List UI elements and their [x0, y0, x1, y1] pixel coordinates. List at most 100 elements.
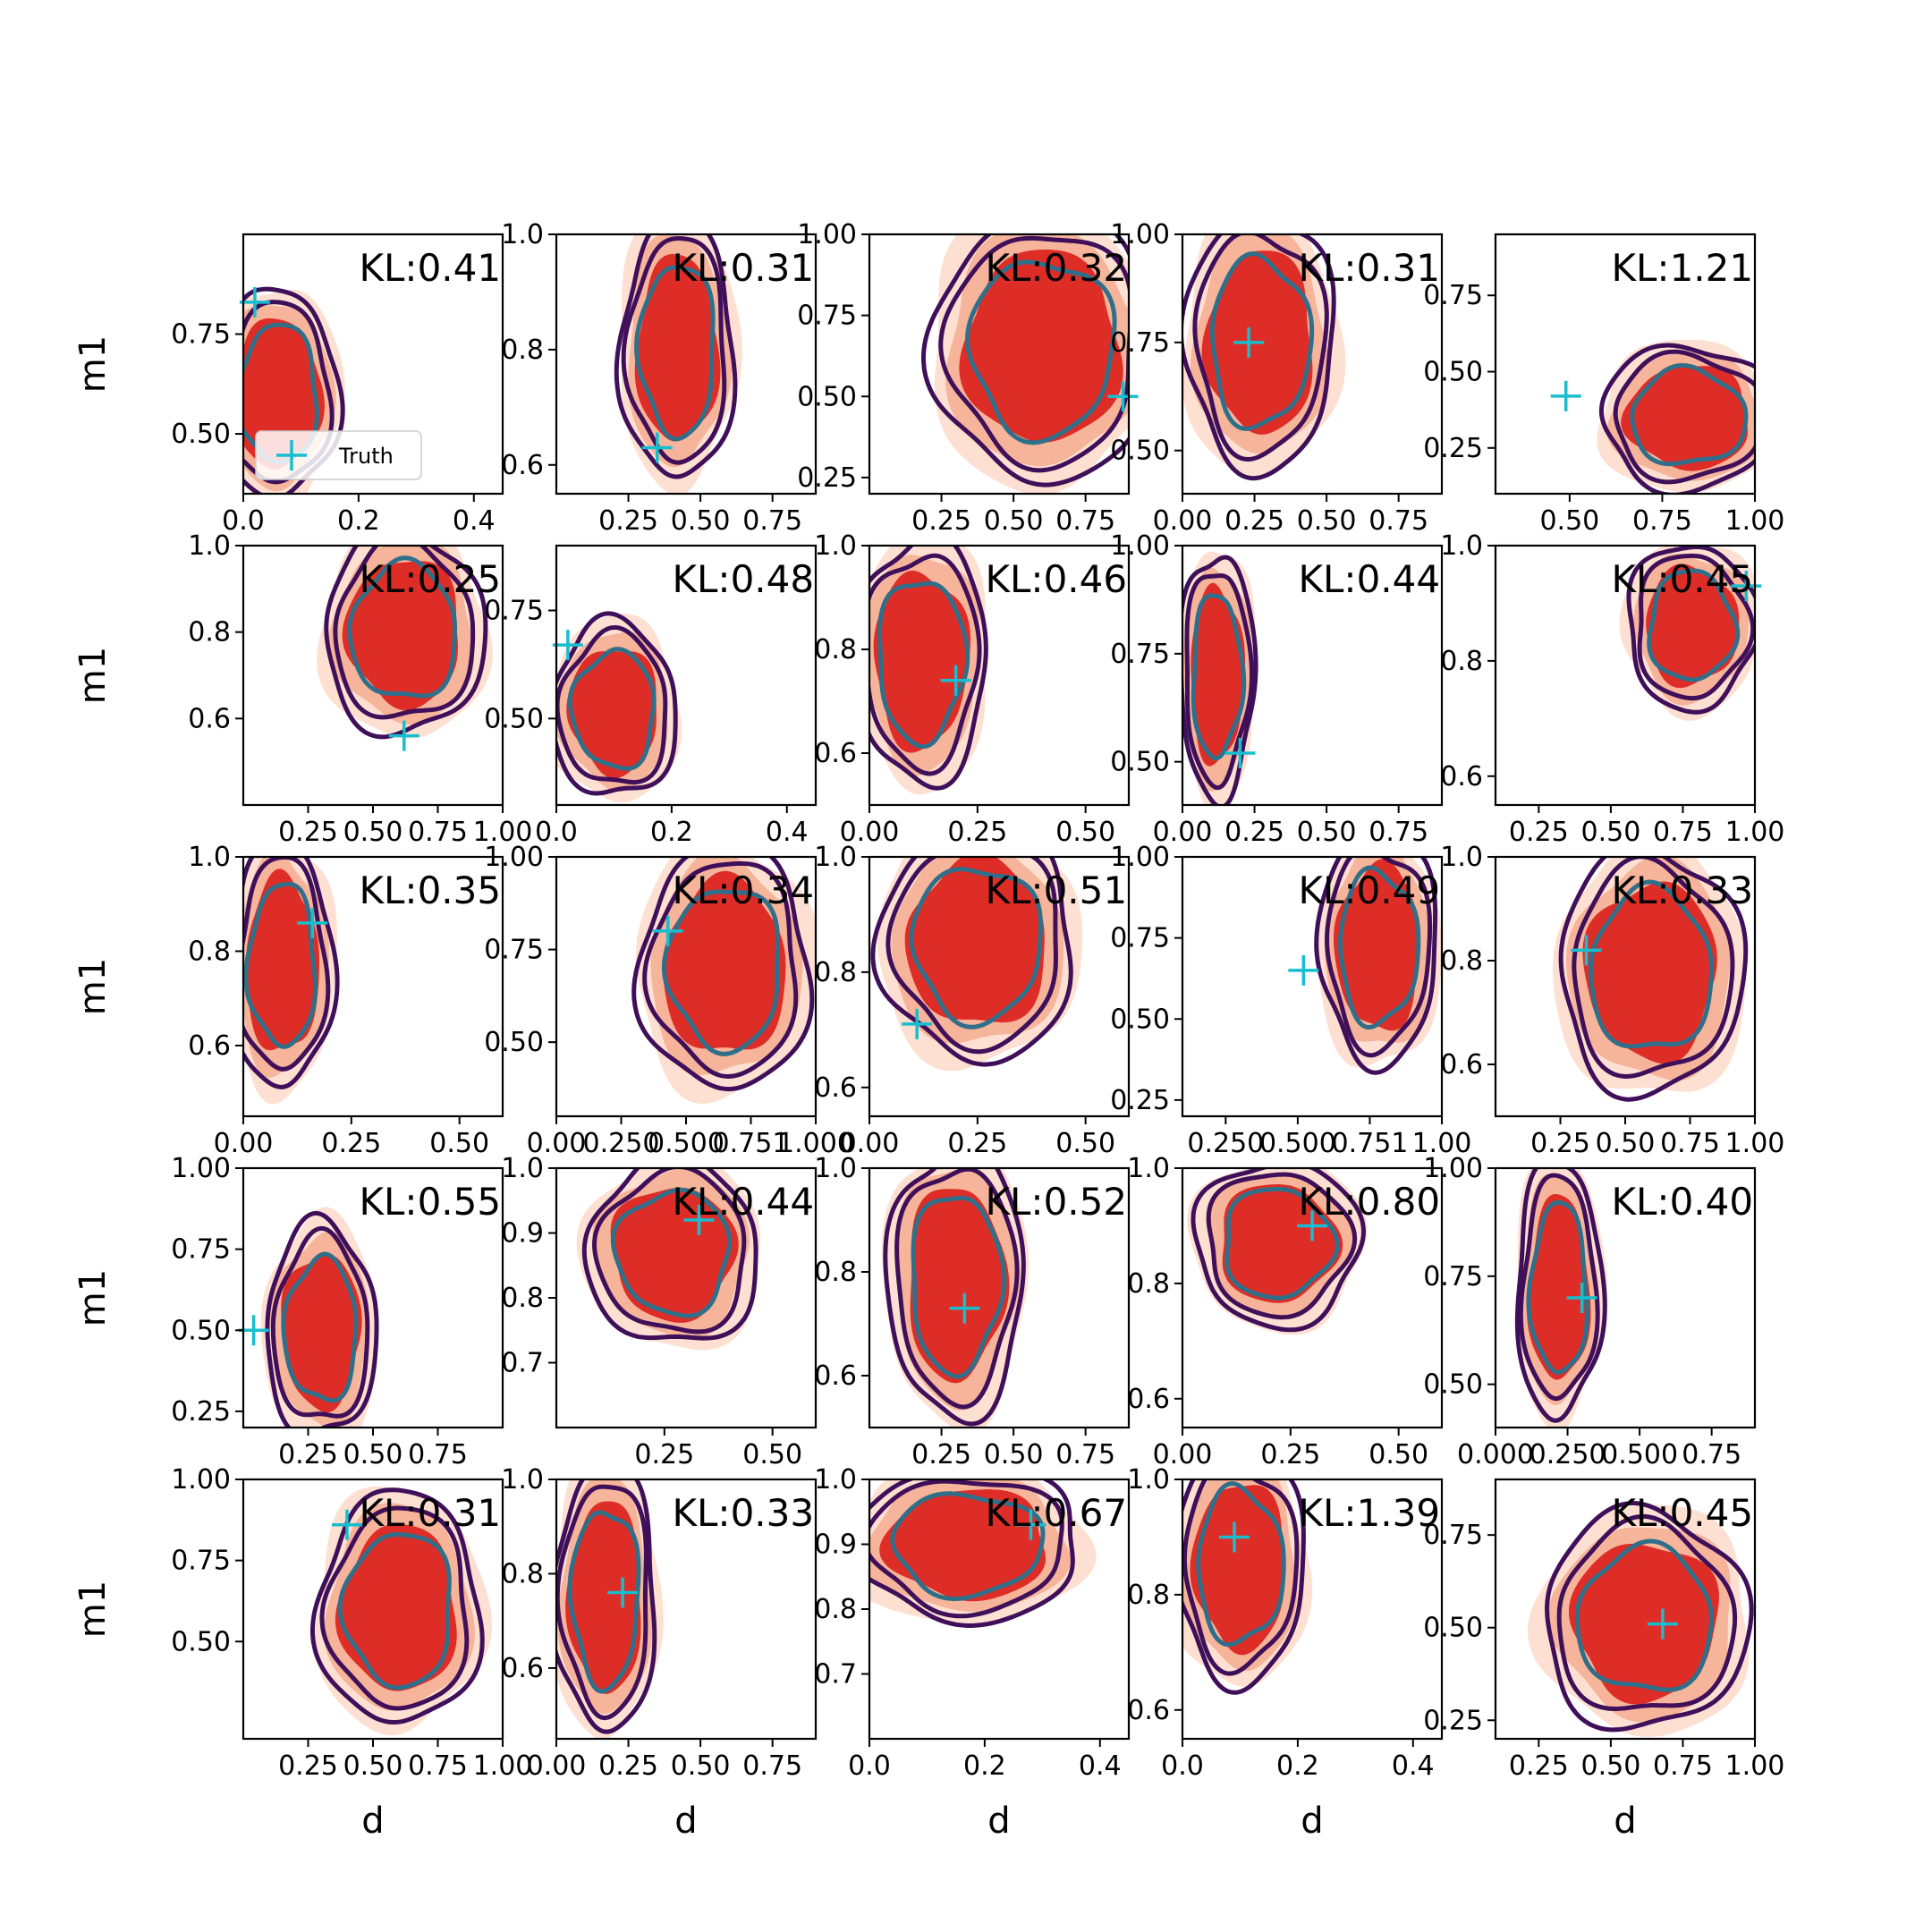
y-axis-label: m1: [72, 647, 114, 704]
kl-annotation: KL:0.31: [672, 246, 814, 290]
y-tick-label: 0.8: [188, 617, 231, 648]
truth-marker: [1219, 1521, 1250, 1553]
density-fill-inner: [1568, 1543, 1719, 1705]
y-tick-label: 0.8: [814, 1257, 857, 1288]
contour-line-mid: [1637, 553, 1755, 701]
contour-line-mid: [1518, 1173, 1600, 1402]
y-tick-label: 1.00: [1110, 219, 1170, 250]
contour-line-outer: [869, 1479, 1075, 1629]
x-tick-label: 0.00: [527, 1128, 587, 1159]
y-tick-label: 0.75: [171, 1546, 231, 1577]
panel-3-1: KL:0.35 0.00 0.25 0.50 0.6 0.8 1.0 m1: [72, 842, 504, 1159]
y-tick-label: 0.75: [484, 935, 544, 966]
y-tick-label: 0.75: [484, 596, 544, 627]
contour-line-outer: [1191, 1168, 1367, 1333]
panel-3-3: KL:0.51 0.00 0.25 0.50 0.6 0.8 1.0: [814, 842, 1131, 1159]
legend-box: [255, 430, 422, 480]
kl-annotation: KL:0.41: [359, 246, 501, 290]
x-axis-label: d: [987, 1801, 1010, 1842]
density-contours: [576, 1168, 760, 1351]
density-fill-inner: [1190, 1485, 1284, 1656]
x-tick-label: 1.00: [1725, 817, 1785, 848]
panel-5-4: KL:1.39 0.0 0.2 0.4 0.6 0.8 1.0 d: [1127, 1464, 1444, 1842]
panel-2-4: KL:0.44 0.00 0.25 0.50 0.75 0.50 0.75 1.00: [1110, 530, 1444, 848]
x-tick-label: 0.25: [1530, 1128, 1590, 1159]
y-tick-label: 1.0: [1440, 842, 1483, 873]
contour-line-mid: [869, 553, 982, 776]
x-tick-label: 0.25: [1224, 817, 1284, 848]
x-tick-label: 0.75: [1368, 505, 1428, 537]
axes-frame: [555, 1478, 818, 1741]
x-tick-label: 0.75: [1368, 817, 1428, 848]
contour-line-inner: [1196, 1481, 1286, 1648]
axes-frame: [1181, 233, 1444, 496]
y-tick-label: 0.50: [1110, 436, 1170, 467]
contour-line-outer: [1182, 555, 1258, 805]
contour-line-mid: [642, 860, 799, 1080]
y-tick-label: 0.8: [1127, 1580, 1170, 1611]
kl-annotation: KL:0.33: [672, 1491, 814, 1535]
x-tick-label: 0.75: [408, 817, 468, 848]
y-tick-label: 1.0: [814, 1153, 857, 1184]
contour-line-outer: [869, 546, 988, 791]
density-contours: [631, 857, 816, 1104]
contour-line-mid: [319, 1505, 470, 1711]
truth-marker: [652, 915, 683, 946]
axes-frame: [868, 855, 1131, 1118]
y-tick-label: 0.8: [501, 1283, 544, 1314]
x-tick-label: 0.2: [650, 817, 693, 848]
x-tick-label: 0.50: [1055, 817, 1115, 848]
panel-2-3: KL:0.46 0.00 0.25 0.50 0.6 0.8 1.0: [814, 530, 1131, 848]
density-fill-inner: [879, 1489, 1046, 1602]
x-tick-label: 0.0: [222, 505, 265, 537]
density-fill-inner: [342, 561, 458, 711]
kl-annotation: KL:0.67: [985, 1491, 1127, 1535]
contour-line-mid: [1184, 572, 1255, 791]
x-tick-label: 0.25: [1224, 505, 1284, 537]
y-tick-label: 1.0: [501, 1153, 544, 1184]
y-tick-label: 0.8: [814, 634, 857, 665]
truth-marker: [940, 665, 971, 696]
contour-line-mid: [1556, 1513, 1738, 1712]
y-tick-label: 0.9: [501, 1218, 544, 1250]
density-contours: [1514, 1168, 1608, 1428]
x-tick-label: 0.4: [453, 505, 496, 537]
contour-line-mid: [1572, 857, 1735, 1079]
density-fill-inner: [281, 1254, 362, 1413]
truth-marker: [1107, 381, 1139, 412]
contour-line-outer: [265, 1210, 379, 1428]
y-tick-label: 0.50: [484, 1027, 544, 1058]
kl-annotation: KL:0.25: [359, 557, 501, 601]
x-tick-label: 0.4: [1392, 1750, 1435, 1782]
y-tick-label: 0.8: [501, 335, 544, 366]
y-axis-label: m1: [72, 958, 114, 1015]
kl-annotation: KL:1.39: [1298, 1491, 1440, 1535]
contour-line-mid: [556, 1484, 648, 1721]
density-fill-inner: [1191, 582, 1246, 767]
contour-line-mid: [894, 1168, 1020, 1410]
kl-annotation: KL:0.55: [359, 1180, 501, 1224]
panel-5-5: KL:0.45 0.25 0.50 0.75 1.00 0.25 0.50 0.75 d: [1423, 1478, 1784, 1842]
contour-line-outer: [1182, 1479, 1306, 1695]
axes-frame: [1494, 233, 1757, 496]
panel-1-3: KL:0.32 0.25 0.50 0.75 0.25 0.50 0.75 1.00: [797, 219, 1139, 537]
truth-marker: [1550, 380, 1581, 411]
truth-marker: [641, 432, 673, 463]
x-tick-label: 0.500: [1601, 1439, 1678, 1470]
density-contours: [1182, 551, 1258, 805]
density-contours: [1552, 857, 1749, 1102]
y-tick-label: 0.6: [501, 1653, 544, 1684]
axes-frame: [1181, 544, 1444, 807]
density-fill-inner: [959, 250, 1123, 443]
x-tick-label: 1.00: [473, 817, 533, 848]
y-tick-label: 0.6: [1440, 1049, 1483, 1080]
contour-line-mid: [1206, 1172, 1358, 1320]
kl-annotation: KL:0.32: [985, 246, 1127, 290]
contour-line-inner: [661, 889, 781, 1056]
legend-label: Truth: [338, 444, 394, 469]
y-tick-label: 0.75: [171, 319, 231, 351]
axes-frame: [555, 233, 818, 496]
y-tick-label: 0.25: [1110, 1085, 1170, 1116]
x-tick-label: 0.75: [408, 1439, 468, 1470]
y-axis-label: m1: [72, 1580, 114, 1638]
